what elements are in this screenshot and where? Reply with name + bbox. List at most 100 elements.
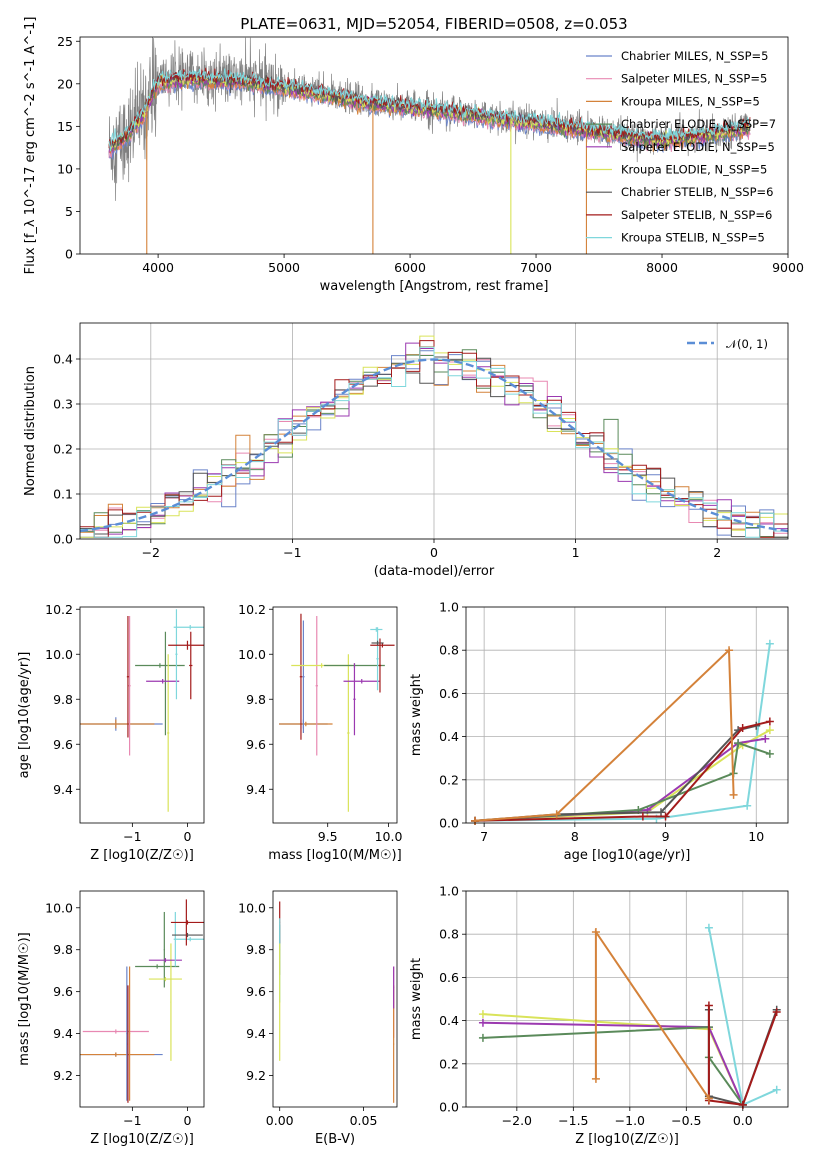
weight-marker-5-2	[738, 1100, 747, 1109]
panel6-x-tick-label-0: 0.00	[266, 1113, 294, 1128]
panel1-x-tick-label-2: 0	[430, 545, 438, 560]
weight-marker-4-2	[657, 808, 666, 817]
panel0-y-tick-label-5: 25	[57, 34, 73, 49]
panel4-y-tick-label-2: 0.4	[439, 729, 459, 744]
panel1-y-axis-label: Normed distribution	[23, 366, 38, 496]
weight-line-5	[707, 1005, 778, 1106]
panel1-x-tick-label-4: 2	[713, 545, 721, 560]
panel4-y-tick-label-3: 0.6	[439, 686, 459, 701]
panel3-y-tick-label-4: 10.2	[238, 602, 266, 617]
weight-marker-6-0	[591, 1074, 600, 1083]
panel3-y-tick-label-3: 10.0	[238, 647, 266, 662]
panel6-y-tick-label-4: 10.0	[238, 900, 266, 915]
panel5-x-axis-label: Z [log10(Z/Z☉)]	[90, 1132, 194, 1147]
panel0-y-tick-label-0: 0	[65, 247, 73, 262]
panel2-y-tick-label-2: 9.8	[53, 692, 73, 707]
weight-marker-6-1	[591, 928, 600, 937]
panel3-y-tick-label-1: 9.6	[246, 737, 266, 752]
panel1-y-tick-label-3: 0.3	[53, 397, 73, 412]
panel7-y-tick-label-2: 0.4	[439, 1013, 459, 1028]
panel2-x-tick-label-1: 0	[183, 829, 191, 844]
legend-label-7: Salpeter STELIB, N_SSP=6	[621, 208, 772, 222]
panel1-y-tick-label-0: 0.0	[53, 532, 73, 547]
panel3-frame	[272, 606, 398, 824]
weight-line-6	[475, 647, 735, 822]
weight-marker-1-0	[478, 1018, 487, 1027]
panel1-x-tick-label-0: −2	[142, 545, 160, 560]
panel4-y-tick-label-1: 0.2	[439, 772, 459, 787]
panel3-x-tick-label-0: 9.5	[318, 829, 338, 844]
panel7-x-tick-label-3: −0.5	[671, 1113, 701, 1128]
legend-label-4: Salpeter ELODIE, N_SSP=5	[621, 140, 775, 154]
weight-marker-5-4	[765, 717, 774, 726]
panel2-frame	[79, 606, 205, 824]
model-line-7	[108, 67, 751, 149]
weight-marker-6-0	[471, 816, 480, 825]
panel0-x-tick-label-3: 7000	[520, 260, 552, 275]
weight-marker-0-0	[478, 1010, 487, 1019]
panel7-y-tick-label-3: 0.6	[439, 970, 459, 985]
weight-marker-5-0	[704, 1001, 713, 1010]
panel2-x-tick-label-0: −1	[123, 829, 141, 844]
panel5-frame	[79, 890, 205, 1108]
panel2-y-axis-label: age [log10(age/yr)]	[17, 652, 32, 779]
panel4-frame	[465, 606, 789, 824]
panel1-frame	[79, 322, 789, 540]
panel4-y-tick-label-5: 1.0	[439, 600, 459, 615]
weight-marker-2-0	[478, 1033, 487, 1042]
panel5-y-tick-label-2: 9.6	[53, 984, 73, 999]
panel5-y-tick-label-1: 9.4	[53, 1026, 73, 1041]
legend-label-1: Salpeter MILES, N_SSP=5	[621, 72, 767, 86]
panel7-x-tick-label-2: −1.0	[615, 1113, 645, 1128]
panel6-x-axis-label: E(B-V)	[315, 1132, 355, 1147]
panel7-y-tick-label-4: 0.8	[439, 927, 459, 942]
weight-marker-1-3	[765, 726, 774, 735]
panel0-x-tick-label-2: 6000	[394, 260, 426, 275]
panel7-x-tick-label-0: −2.0	[502, 1113, 532, 1128]
panel4-x-tick-label-1: 8	[571, 829, 579, 844]
panel0-frame	[79, 36, 789, 255]
panel1-y-tick-label-2: 0.2	[53, 442, 73, 457]
panel5-y-tick-label-3: 9.8	[53, 942, 73, 957]
panel7-y-tick-label-0: 0.0	[439, 1100, 459, 1115]
weight-marker-3-4	[765, 749, 774, 758]
panel4-x-tick-label-0: 7	[480, 829, 488, 844]
legend-label-6: Chabrier STELIB, N_SSP=6	[621, 185, 773, 199]
weight-marker-5-3	[772, 1007, 781, 1016]
panel0-y-tick-label-4: 20	[57, 76, 73, 91]
panel7-x-tick-label-4: 0.0	[733, 1113, 753, 1128]
legend-label-5: Kroupa ELODIE, N_SSP=5	[621, 163, 767, 177]
weight-marker-6-1	[552, 810, 561, 819]
legend-label-2: Kroupa MILES, N_SSP=5	[621, 94, 760, 108]
panel1-y-tick-label-4: 0.4	[53, 352, 73, 367]
panel1-y-tick-label-1: 0.1	[53, 487, 73, 502]
panel4-x-tick-label-3: 10	[748, 829, 764, 844]
panel6-frame	[272, 890, 398, 1108]
panel5-y-tick-label-0: 9.2	[53, 1068, 73, 1083]
weight-marker-6-3	[729, 790, 738, 799]
weight-marker-3-2	[772, 1085, 781, 1094]
panel3-x-tick-label-1: 10.0	[375, 829, 403, 844]
panel3-x-axis-label: mass [log10(M/M☉)]	[268, 848, 401, 863]
panel7-x-axis-label: Z [log10(Z/Z☉)]	[575, 1132, 679, 1147]
panel3-y-tick-label-0: 9.4	[246, 782, 266, 797]
panel0-x-axis-label: wavelength [Angstrom, rest frame]	[320, 279, 549, 294]
panel6-y-tick-label-2: 9.6	[246, 984, 266, 999]
panel0-y-tick-label-1: 5	[65, 204, 73, 219]
model-line-8	[108, 68, 751, 151]
weight-marker-2-3	[761, 734, 770, 743]
panel2-y-tick-label-0: 9.4	[53, 782, 73, 797]
panel7-x-tick-label-1: −1.5	[558, 1113, 588, 1128]
weight-marker-0-2	[743, 801, 752, 810]
panel6-y-tick-label-3: 9.8	[246, 942, 266, 957]
panel7-y-tick-label-5: 1.0	[439, 884, 459, 899]
weight-line-1	[475, 729, 771, 822]
panel4-x-axis-label: age [log10(age/yr)]	[564, 848, 691, 863]
panel5-x-tick-label-1: 0	[183, 1113, 191, 1128]
panel0-y-tick-label-2: 10	[57, 161, 73, 176]
weight-marker-5-3	[738, 723, 747, 732]
panel0-y-tick-label-3: 15	[57, 119, 73, 134]
panel6-x-tick-label-1: 0.05	[350, 1113, 378, 1128]
panel0-x-tick-label-1: 5000	[268, 260, 300, 275]
